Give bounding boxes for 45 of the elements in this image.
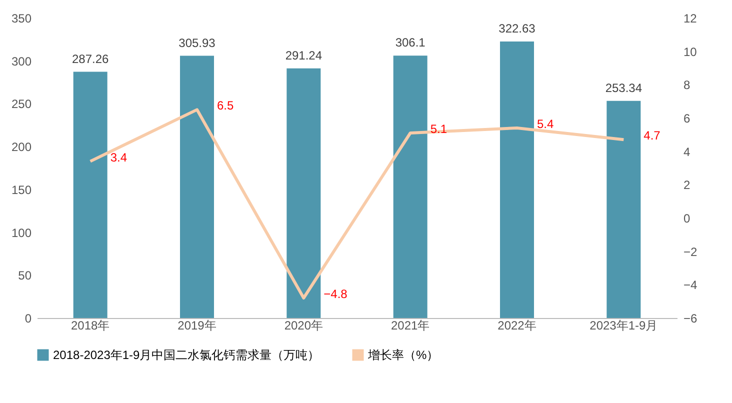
bar [393, 56, 428, 318]
y-tick-label: 0 [24, 312, 32, 326]
bar [286, 68, 321, 318]
y-tick-label: 200 [11, 140, 32, 154]
data-label: 306.1 [395, 36, 426, 50]
y-tick-label: 250 [11, 97, 32, 112]
y2-tick-label: 4 [684, 144, 690, 159]
data-label: 305.93 [178, 36, 216, 50]
data-label: 291.24 [285, 48, 322, 62]
x-tick-label: 2021年 [390, 318, 430, 332]
data-label: 5.1 [430, 122, 448, 136]
x-tick-label: 2020年 [284, 318, 324, 332]
y-tick-label: 350 [11, 12, 32, 26]
data-label: 6.5 [217, 98, 234, 113]
y2-tick-label: 12 [684, 12, 698, 26]
bar [606, 100, 641, 318]
y2-tick-label: −2 [684, 244, 698, 259]
data-label: 253.34 [605, 80, 642, 95]
legend-label: 增长率（%） [367, 348, 439, 362]
y-tick-label: 150 [11, 182, 32, 197]
y2-tick-label: 10 [684, 44, 698, 59]
y2-tick-label: −4 [684, 278, 698, 292]
line-series [88, 108, 626, 300]
x-tick-label: 2023年1-9月 [590, 318, 658, 332]
y-tick-label: 300 [11, 54, 32, 68]
y2-tick-label: 2 [684, 178, 690, 192]
bar [73, 72, 108, 318]
data-label: 322.63 [498, 21, 536, 36]
data-label: 5.4 [537, 117, 554, 131]
legend-label: 2018-2023年1-9月中国二水氯化钙需求量（万吨） [53, 348, 320, 362]
x-tick-label: 2022年 [498, 318, 536, 332]
x-tick-label: 2019年 [178, 318, 216, 332]
y-tick-label: 50 [18, 268, 32, 283]
data-label: −4.8 [324, 287, 348, 301]
y2-tick-label: 8 [684, 78, 690, 92]
data-label: 3.4 [110, 150, 128, 164]
data-label: 4.7 [644, 128, 661, 143]
bar [500, 41, 534, 318]
y2-tick-label: 6 [684, 112, 690, 126]
y2-tick-label: −6 [684, 312, 698, 326]
x-tick-label: 2018年 [70, 318, 110, 332]
bar [180, 56, 214, 318]
data-label: 287.26 [72, 52, 110, 66]
y2-tick-label: 0 [684, 212, 690, 226]
y-tick-label: 100 [11, 226, 32, 240]
